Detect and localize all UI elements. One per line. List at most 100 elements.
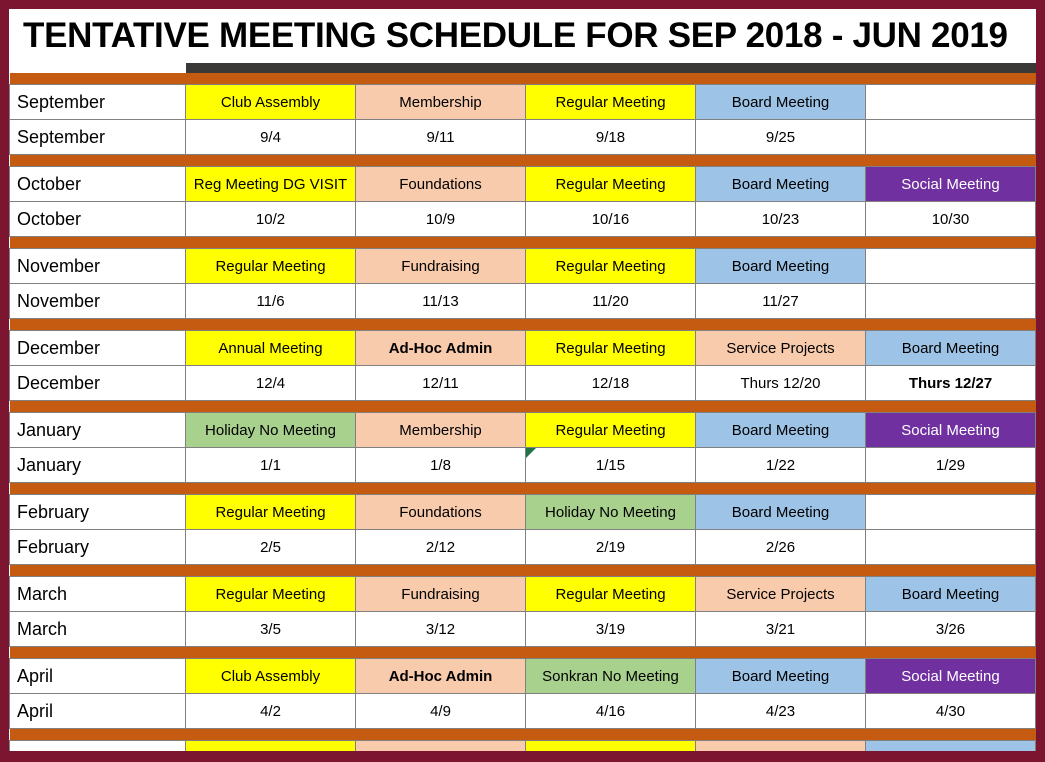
- date-cell[interactable]: [865, 119, 1036, 155]
- band-segment: [695, 564, 866, 577]
- date-cell[interactable]: 11/6: [185, 283, 356, 319]
- date-cell[interactable]: 10/30: [865, 201, 1036, 237]
- band-segment: [695, 73, 866, 85]
- date-cell[interactable]: 4/23: [695, 693, 866, 729]
- date-cell[interactable]: 3/21: [695, 611, 866, 647]
- date-cell[interactable]: [865, 283, 1036, 319]
- event-cell[interactable]: Regular Meeting: [525, 84, 696, 120]
- date-cell[interactable]: 2/26: [695, 529, 866, 565]
- date-cell[interactable]: 3/5: [185, 611, 356, 647]
- event-cell[interactable]: Regular Meeting: [525, 576, 696, 612]
- date-cell[interactable]: 3/26: [865, 611, 1036, 647]
- event-cell[interactable]: Fundraising: [355, 576, 526, 612]
- date-cell[interactable]: 9/11: [355, 119, 526, 155]
- band-segment: [865, 564, 1036, 577]
- event-cell[interactable]: Service Projects: [695, 330, 866, 366]
- event-cell[interactable]: Board Meeting: [865, 576, 1036, 612]
- event-cell[interactable]: Ad-Hoc Admin: [355, 330, 526, 366]
- event-cell[interactable]: Social Meeting: [865, 412, 1036, 448]
- band-segment: [9, 482, 186, 495]
- date-cell[interactable]: 1/1: [185, 447, 356, 483]
- event-cell[interactable]: Club Assembly: [185, 84, 356, 120]
- date-cell[interactable]: [865, 529, 1036, 565]
- event-cell[interactable]: Board Meeting: [695, 658, 866, 694]
- event-cell[interactable]: [865, 494, 1036, 530]
- event-cell[interactable]: Regular Meeting: [525, 412, 696, 448]
- event-cell[interactable]: Board Meeting: [695, 412, 866, 448]
- date-cell[interactable]: 11/20: [525, 283, 696, 319]
- event-cell[interactable]: Club Assembly: [185, 658, 356, 694]
- event-cell[interactable]: Membership: [355, 412, 526, 448]
- event-cell[interactable]: [865, 248, 1036, 284]
- date-cell[interactable]: 9/18: [525, 119, 696, 155]
- month-label: October: [9, 201, 186, 237]
- date-cell[interactable]: 2/12: [355, 529, 526, 565]
- event-cell[interactable]: Regular Meeting: [185, 740, 356, 751]
- event-cell[interactable]: Service Projects: [695, 576, 866, 612]
- event-cell[interactable]: Board Meeting: [695, 248, 866, 284]
- date-cell[interactable]: 11/27: [695, 283, 866, 319]
- date-cell[interactable]: 2/19: [525, 529, 696, 565]
- date-cell[interactable]: 10/23: [695, 201, 866, 237]
- event-cell[interactable]: Foundations: [355, 494, 526, 530]
- date-cell[interactable]: 10/2: [185, 201, 356, 237]
- date-cell[interactable]: 9/25: [695, 119, 866, 155]
- event-cell[interactable]: Regular Meeting: [185, 576, 356, 612]
- event-cell[interactable]: Fundraising: [355, 248, 526, 284]
- event-cell[interactable]: Social Meeting: [865, 166, 1036, 202]
- month-separator-band: [9, 400, 1036, 413]
- table-row: January 1/1 1/8 1/15 1/22 1/29: [9, 447, 1036, 483]
- date-cell[interactable]: 12/11: [355, 365, 526, 401]
- event-cell[interactable]: Ad-Hoc Admin: [355, 658, 526, 694]
- date-cell[interactable]: 4/9: [355, 693, 526, 729]
- band-segment: [185, 482, 356, 495]
- date-cell[interactable]: 1/15: [525, 447, 696, 483]
- date-cell[interactable]: 4/30: [865, 693, 1036, 729]
- event-cell[interactable]: Regular Meeting: [525, 740, 696, 751]
- event-cell[interactable]: [865, 84, 1036, 120]
- event-cell[interactable]: Service Projects: [695, 740, 866, 751]
- date-cell[interactable]: 3/19: [525, 611, 696, 647]
- event-cell[interactable]: Board Meeting: [695, 494, 866, 530]
- event-cell[interactable]: Regular Meeting: [185, 248, 356, 284]
- date-cell[interactable]: 2/5: [185, 529, 356, 565]
- event-cell[interactable]: Board Meeting: [865, 740, 1036, 751]
- date-cell[interactable]: 9/4: [185, 119, 356, 155]
- event-cell[interactable]: Board Meeting: [695, 166, 866, 202]
- event-cell[interactable]: Foundations: [355, 166, 526, 202]
- event-cell[interactable]: Regular Meeting: [185, 494, 356, 530]
- event-cell[interactable]: Regular Meeting: [525, 166, 696, 202]
- event-cell[interactable]: Sonkran No Meeting: [525, 658, 696, 694]
- month-label: November: [9, 283, 186, 319]
- event-cell[interactable]: Board Meeting: [695, 84, 866, 120]
- date-cell[interactable]: 12/4: [185, 365, 356, 401]
- event-cell[interactable]: Annual Meeting: [185, 330, 356, 366]
- event-cell[interactable]: Social Meeting: [865, 658, 1036, 694]
- date-cell[interactable]: 10/9: [355, 201, 526, 237]
- date-cell[interactable]: Thurs 12/27: [865, 365, 1036, 401]
- event-cell[interactable]: Holiday No Meeting: [525, 494, 696, 530]
- band-segment: [9, 154, 186, 167]
- date-cell[interactable]: 4/2: [185, 693, 356, 729]
- event-cell[interactable]: Board Meeting: [865, 330, 1036, 366]
- event-cell[interactable]: Regular Meeting: [525, 248, 696, 284]
- event-cell[interactable]: Reg Meeting DG VISIT: [185, 166, 356, 202]
- date-cell[interactable]: 1/8: [355, 447, 526, 483]
- band-segment: [185, 154, 356, 167]
- date-cell[interactable]: 12/18: [525, 365, 696, 401]
- date-cell[interactable]: 4/16: [525, 693, 696, 729]
- month-label: January: [9, 412, 186, 448]
- date-cell[interactable]: 11/13: [355, 283, 526, 319]
- date-cell[interactable]: 1/22: [695, 447, 866, 483]
- event-cell[interactable]: Holiday No Meeting: [185, 412, 356, 448]
- date-cell[interactable]: 1/29: [865, 447, 1036, 483]
- month-separator-band: [9, 73, 1036, 85]
- date-cell[interactable]: 3/12: [355, 611, 526, 647]
- date-cell[interactable]: 10/16: [525, 201, 696, 237]
- band-segment: [695, 482, 866, 495]
- event-cell[interactable]: Membership: [355, 740, 526, 751]
- month-label: March: [9, 576, 186, 612]
- date-cell[interactable]: Thurs 12/20: [695, 365, 866, 401]
- event-cell[interactable]: Regular Meeting: [525, 330, 696, 366]
- event-cell[interactable]: Membership: [355, 84, 526, 120]
